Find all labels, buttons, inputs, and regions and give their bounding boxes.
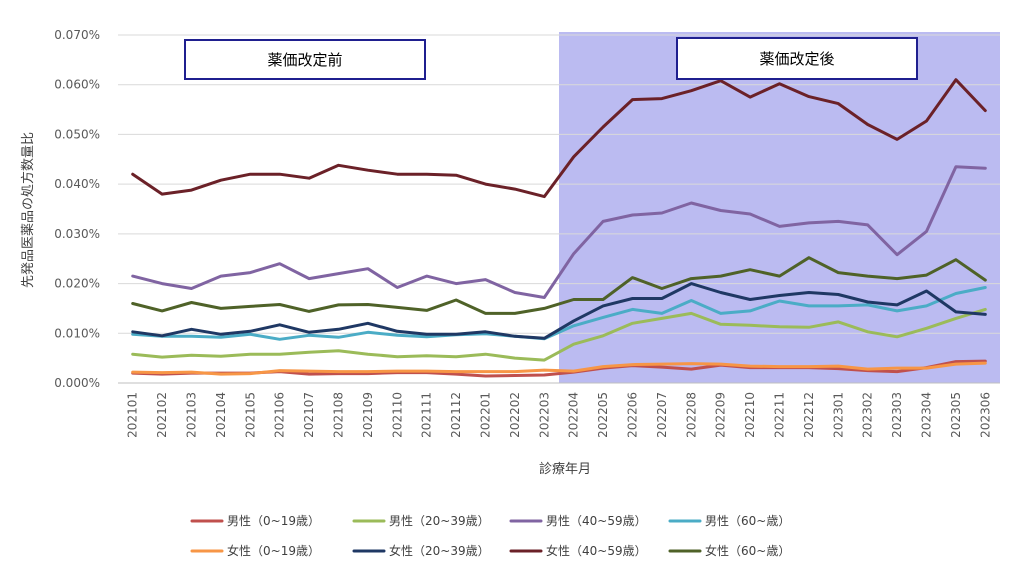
legend-label: 女性（60~歳） — [705, 543, 790, 558]
x-tick-label: 202212 — [802, 392, 816, 438]
series-line-2 — [131, 307, 987, 362]
x-tick-label: 202101 — [126, 392, 140, 438]
series-line-4 — [131, 286, 987, 341]
series-line-7 — [131, 78, 987, 199]
series-line-5 — [131, 361, 987, 376]
before-revision-box — [184, 39, 426, 80]
before-revision-label: 薬価改定前 — [267, 51, 342, 69]
y-tick-label: 0.020% — [54, 277, 100, 291]
x-tick-label: 202208 — [684, 392, 698, 438]
x-axis-title: 診療年月 — [539, 461, 591, 477]
legend: 男性（0~19歳） 男性（20~39歳） 男性（40~59歳） 男性（60~歳） 女性（… — [190, 514, 790, 558]
x-tick-label: 202204 — [567, 392, 581, 438]
x-tick-label: 202103 — [185, 392, 199, 438]
x-tick-label: 202104 — [214, 392, 228, 438]
y-axis-title: 先発品医薬品の処方数量比 — [20, 132, 36, 288]
x-tick-label: 202105 — [243, 392, 257, 438]
legend-label: 女性（40~59歳） — [546, 543, 647, 558]
before-revision-label-box: 薬価改定前 — [184, 39, 426, 80]
x-tick-label: 202301 — [831, 392, 845, 438]
x-tick-label: 202102 — [155, 392, 169, 438]
x-axis-ticks: 202101 202102 202103 202104 202105 202106 2021… — [126, 392, 993, 438]
series-line-6 — [131, 282, 987, 340]
after-revision-label-box: 薬価改定後 — [676, 37, 918, 80]
x-tick-label: 202111 — [420, 392, 434, 438]
legend-label: 男性（40~59歳） — [546, 514, 647, 528]
legend-label: 男性（60~歳） — [705, 514, 790, 528]
y-tick-label: 0.040% — [54, 177, 100, 191]
x-tick-label: 202209 — [714, 392, 728, 438]
legend-label: 男性（20~39歳） — [389, 514, 490, 528]
y-tick-label: 0.000% — [54, 376, 100, 390]
y-tick-label: 0.010% — [54, 326, 100, 340]
legend-label: 男性（0~19歳） — [227, 514, 320, 528]
x-tick-label: 202302 — [861, 392, 875, 438]
x-tick-label: 202112 — [449, 392, 463, 438]
y-tick-label: 0.030% — [54, 227, 100, 241]
y-tick-label: 0.070% — [54, 28, 100, 42]
x-tick-label: 202201 — [479, 392, 493, 438]
x-tick-label: 202207 — [655, 392, 669, 438]
x-tick-label: 202109 — [361, 392, 375, 438]
x-tick-label: 202211 — [773, 392, 787, 438]
x-tick-label: 202210 — [743, 392, 757, 438]
y-axis-ticks: 0.000% 0.010% 0.020% 0.030% 0.040% 0.050% 0.06… — [54, 28, 100, 390]
legend-label: 女性（20~39歳） — [389, 543, 490, 558]
series-line-8 — [131, 256, 987, 315]
x-tick-label: 202202 — [508, 392, 522, 438]
x-tick-label: 202205 — [596, 392, 610, 438]
y-tick-label: 0.050% — [54, 127, 100, 141]
x-tick-label: 202203 — [537, 392, 551, 438]
legend-label: 女性（0~19歳） — [227, 543, 320, 558]
x-tick-label: 202206 — [626, 392, 640, 438]
x-tick-label: 202108 — [332, 392, 346, 438]
after-revision-label: 薬価改定後 — [759, 50, 834, 68]
x-tick-label: 202305 — [949, 392, 963, 438]
x-tick-label: 202306 — [978, 392, 992, 438]
after-revision-box — [676, 37, 918, 80]
series-lines — [131, 78, 987, 378]
x-tick-label: 202303 — [890, 392, 904, 438]
y-tick-label: 0.060% — [54, 78, 100, 92]
series-line-3 — [131, 165, 987, 299]
x-tick-label: 202106 — [273, 392, 287, 438]
x-tick-label: 202110 — [390, 392, 404, 438]
x-tick-label: 202107 — [302, 392, 316, 438]
x-tick-label: 202304 — [920, 392, 934, 438]
gridlines — [118, 34, 1000, 384]
